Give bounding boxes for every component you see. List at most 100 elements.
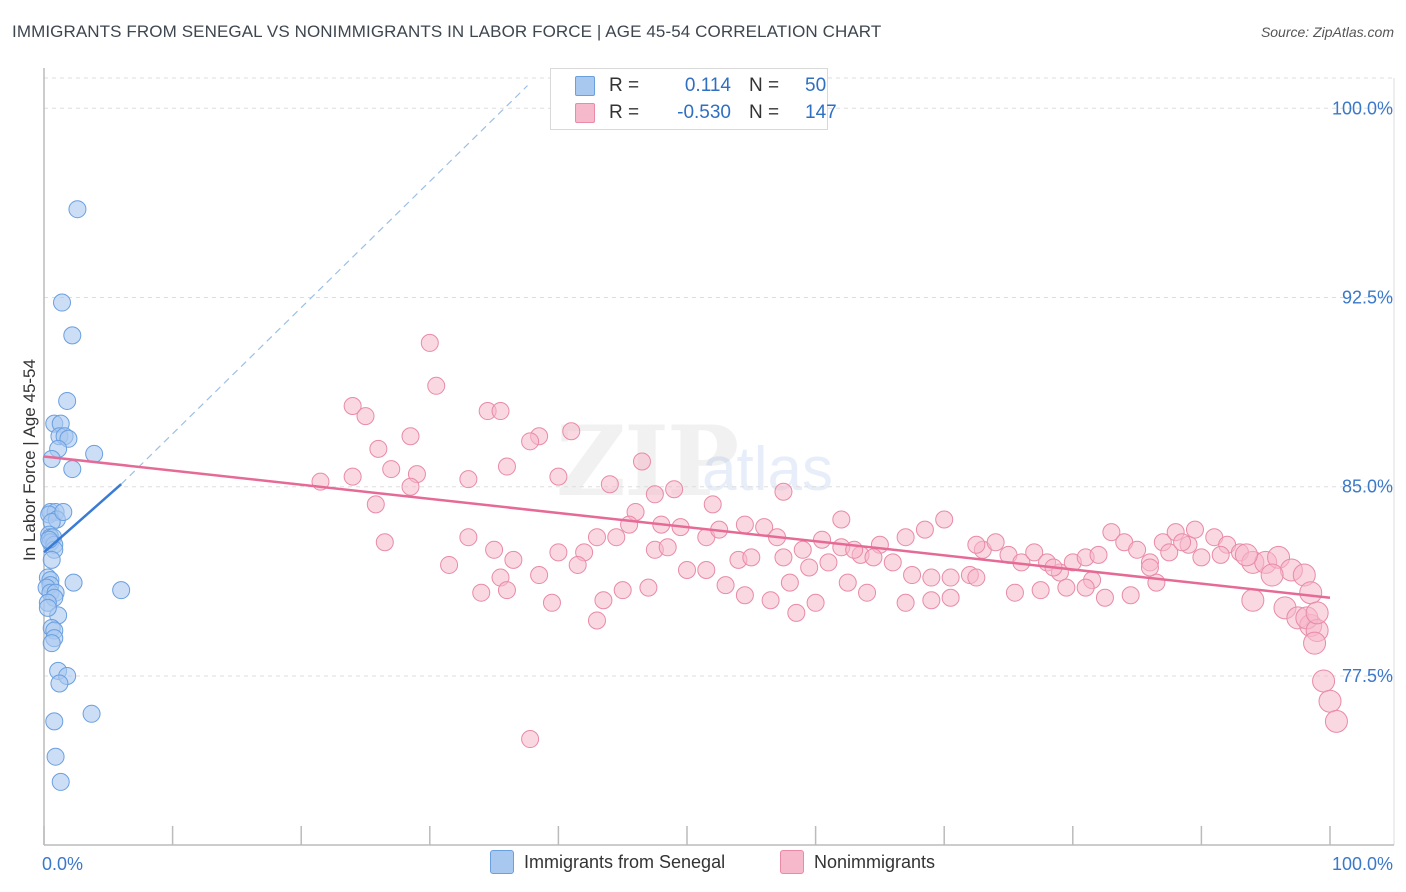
- data-point-senegal: [64, 573, 83, 592]
- data-point-senegal: [40, 530, 59, 549]
- x-tick-label: 0.0%: [42, 854, 83, 874]
- data-point-nonimmigrants: [504, 550, 523, 569]
- axes: [43, 68, 1394, 846]
- data-point-nonimmigrants: [761, 591, 780, 610]
- data-point-nonimmigrants: [343, 396, 362, 415]
- data-point-nonimmigrants: [459, 528, 478, 547]
- data-point-nonimmigrants: [542, 593, 561, 612]
- data-point-nonimmigrants: [600, 475, 619, 494]
- data-point-nonimmigrants: [587, 611, 606, 630]
- data-point-nonimmigrants: [613, 581, 632, 600]
- data-point-senegal: [68, 200, 87, 219]
- data-point-senegal: [112, 581, 131, 600]
- data-point-nonimmigrants: [922, 568, 941, 587]
- data-point-nonimmigrants: [491, 402, 510, 421]
- legend-r-label: R =: [609, 102, 640, 123]
- data-point-nonimmigrants: [915, 520, 934, 539]
- gridlines: [44, 77, 1395, 845]
- bottom-legend-swatch-blue: [490, 850, 514, 874]
- data-point-nonimmigrants: [1121, 586, 1140, 605]
- data-point-nonimmigrants: [697, 560, 716, 579]
- data-point-nonimmigrants: [986, 533, 1005, 552]
- data-point-senegal: [42, 550, 61, 569]
- data-point-nonimmigrants: [1102, 523, 1121, 542]
- data-point-senegal: [54, 502, 73, 521]
- data-point-nonimmigrants: [549, 467, 568, 486]
- data-point-nonimmigrants: [665, 480, 684, 499]
- data-point-nonimmigrants: [864, 548, 883, 567]
- data-point-nonimmigrants: [420, 333, 439, 352]
- legend-n-value: 147: [805, 102, 837, 123]
- data-point-senegal: [45, 712, 64, 731]
- legend-r-value: -0.530: [677, 102, 731, 123]
- data-point-nonimmigrants: [401, 427, 420, 446]
- y-tick-label: 77.5%: [1342, 666, 1393, 686]
- legend-n-label: N =: [749, 102, 780, 123]
- legend-row-nonimmigrants: R = -0.530 N = 147: [575, 101, 837, 125]
- data-point-nonimmigrants: [922, 591, 941, 610]
- data-point-nonimmigrants: [742, 548, 761, 567]
- data-point-nonimmigrants: [1260, 563, 1284, 587]
- data-point-nonimmigrants: [497, 457, 516, 476]
- data-point-nonimmigrants: [459, 470, 478, 489]
- bottom-legend-nonimmigrants: Nonimmigrants: [780, 850, 935, 874]
- data-point-nonimmigrants: [774, 482, 793, 501]
- bottom-legend-label: Nonimmigrants: [814, 851, 936, 872]
- data-point-nonimmigrants: [896, 593, 915, 612]
- data-point-nonimmigrants: [440, 555, 459, 574]
- data-point-nonimmigrants: [485, 540, 504, 559]
- data-point-nonimmigrants: [497, 581, 516, 600]
- watermark-atlas: atlas: [702, 435, 833, 504]
- data-point-nonimmigrants: [1305, 601, 1329, 625]
- senegal-points: [37, 200, 131, 791]
- data-point-nonimmigrants: [427, 376, 446, 395]
- data-point-nonimmigrants: [735, 515, 754, 534]
- data-point-nonimmigrants: [967, 535, 986, 554]
- data-point-nonimmigrants: [568, 555, 587, 574]
- source-credit: Source: ZipAtlas.com: [1260, 24, 1394, 40]
- data-point-nonimmigrants: [1299, 581, 1323, 605]
- bottom-legend-senegal: Immigrants from Senegal: [490, 850, 725, 874]
- y-tick-label: 85.0%: [1342, 477, 1393, 497]
- bottom-legend-swatch-pink: [780, 850, 804, 874]
- legend-n-label: N =: [749, 75, 780, 96]
- data-point-nonimmigrants: [896, 528, 915, 547]
- nonimmigrants-points: [311, 333, 1348, 749]
- data-point-nonimmigrants: [1303, 631, 1327, 655]
- trend-extension-senegal: [120, 85, 528, 485]
- data-point-senegal: [63, 326, 82, 345]
- legend-swatch-blue: [575, 76, 595, 96]
- data-point-nonimmigrants: [813, 530, 832, 549]
- data-point-nonimmigrants: [678, 560, 696, 579]
- data-point-nonimmigrants: [1318, 689, 1342, 713]
- data-point-nonimmigrants: [562, 422, 581, 441]
- data-point-senegal: [53, 293, 72, 312]
- data-point-nonimmigrants: [1234, 543, 1258, 567]
- correlation-legend: R = 0.114 N = 50 R = -0.530 N = 147: [550, 68, 837, 130]
- data-point-nonimmigrants: [1324, 709, 1348, 733]
- bottom-legend-label: Immigrants from Senegal: [524, 851, 726, 872]
- trend-line-nonimmigrants: [43, 455, 1331, 599]
- data-point-nonimmigrants: [1185, 520, 1204, 539]
- data-point-nonimmigrants: [521, 730, 540, 749]
- data-point-nonimmigrants: [369, 439, 388, 458]
- data-point-senegal: [51, 772, 70, 791]
- data-point-senegal: [63, 460, 82, 479]
- x-tick-label: 100.0%: [1332, 854, 1393, 874]
- data-point-nonimmigrants: [1192, 548, 1211, 567]
- data-point-nonimmigrants: [1076, 578, 1095, 597]
- y-tick-label: 100.0%: [1332, 98, 1393, 118]
- data-point-nonimmigrants: [1095, 588, 1114, 607]
- data-point-nonimmigrants: [774, 548, 793, 567]
- data-point-nonimmigrants: [735, 586, 754, 605]
- data-point-nonimmigrants: [1160, 543, 1179, 562]
- data-point-nonimmigrants: [800, 558, 819, 577]
- data-point-nonimmigrants: [832, 510, 851, 529]
- data-point-nonimmigrants: [658, 538, 677, 557]
- data-point-nonimmigrants: [1241, 588, 1265, 612]
- data-point-nonimmigrants: [787, 603, 806, 622]
- data-point-nonimmigrants: [632, 452, 651, 471]
- trend-line-senegal: [43, 483, 122, 554]
- tick-labels: 77.5% 85.0% 92.5% 100.0% 0.0% 100.0%: [42, 98, 1393, 874]
